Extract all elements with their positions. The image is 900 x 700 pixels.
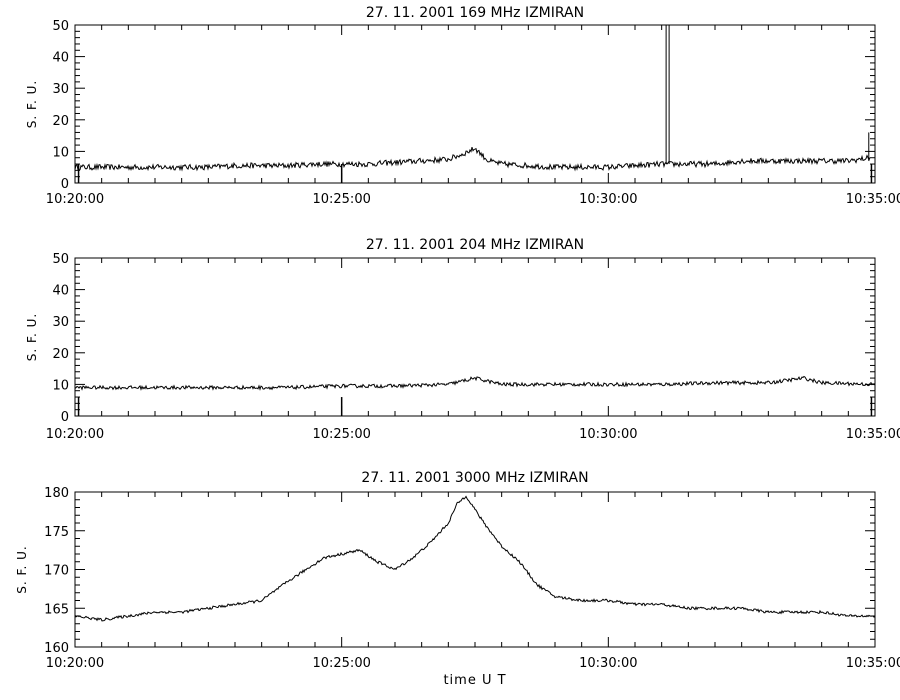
y-tick-label: 180 <box>44 486 69 501</box>
y-axis-label: S. F. U. <box>25 313 39 361</box>
y-tick-label: 10 <box>52 378 69 393</box>
chart-title: 27. 11. 2001 3000 MHz IZMIRAN <box>361 470 588 486</box>
y-tick-label: 165 <box>44 602 69 617</box>
y-tick-label: 50 <box>52 19 69 34</box>
x-tick-label: 10:20:00 <box>46 427 104 442</box>
x-tick-label: 10:30:00 <box>579 427 637 442</box>
y-tick-label: 40 <box>52 284 69 299</box>
y-tick-label: 20 <box>52 347 69 362</box>
chart-title: 27. 11. 2001 204 MHz IZMIRAN <box>366 237 584 253</box>
y-tick-label: 160 <box>44 641 69 656</box>
y-axis-label: S. F. U. <box>15 545 29 593</box>
y-tick-label: 175 <box>44 525 69 540</box>
y-tick-label: 30 <box>52 315 69 330</box>
y-tick-label: 40 <box>52 51 69 66</box>
x-tick-label: 10:30:00 <box>579 192 637 207</box>
x-tick-label: 10:35:00 <box>846 656 900 671</box>
x-tick-label: 10:20:00 <box>46 656 104 671</box>
chart-title: 27. 11. 2001 169 MHz IZMIRAN <box>366 5 584 21</box>
plot-frame <box>74 24 876 184</box>
x-tick-label: 10:20:00 <box>46 192 104 207</box>
series-line <box>74 146 871 172</box>
y-tick-label: 50 <box>52 252 69 267</box>
plot-frame <box>74 491 876 648</box>
x-tick-label: 10:25:00 <box>312 656 370 671</box>
series-line <box>74 375 876 391</box>
x-axis-label: time U T <box>443 673 506 688</box>
chart-169mhz: 27. 11. 2001 169 MHz IZMIRAN 0 10 20 30 40 50 1… <box>25 5 900 207</box>
y-tick-label: 10 <box>52 145 69 160</box>
series-line <box>74 495 876 622</box>
chart-3000mhz: 27. 11. 2001 3000 MHz IZMIRAN 160 165 170 17… <box>15 470 900 688</box>
y-tick-label: 30 <box>52 82 69 97</box>
x-tick-label: 10:25:00 <box>312 192 370 207</box>
y-tick-label: 170 <box>44 564 69 579</box>
x-tick-label: 10:25:00 <box>312 427 370 442</box>
y-tick-label: 20 <box>52 114 69 129</box>
y-tick-label: 0 <box>61 410 69 425</box>
y-axis-label: S. F. U. <box>25 80 39 128</box>
y-tick-label: 0 <box>61 177 69 192</box>
chart-204mhz: 27. 11. 2001 204 MHz IZMIRAN 0 10 20 30 40 50 1… <box>25 237 900 442</box>
plot-frame <box>74 257 876 417</box>
x-tick-label: 10:30:00 <box>579 656 637 671</box>
x-tick-label: 10:35:00 <box>846 427 900 442</box>
x-tick-label: 10:35:00 <box>846 192 900 207</box>
